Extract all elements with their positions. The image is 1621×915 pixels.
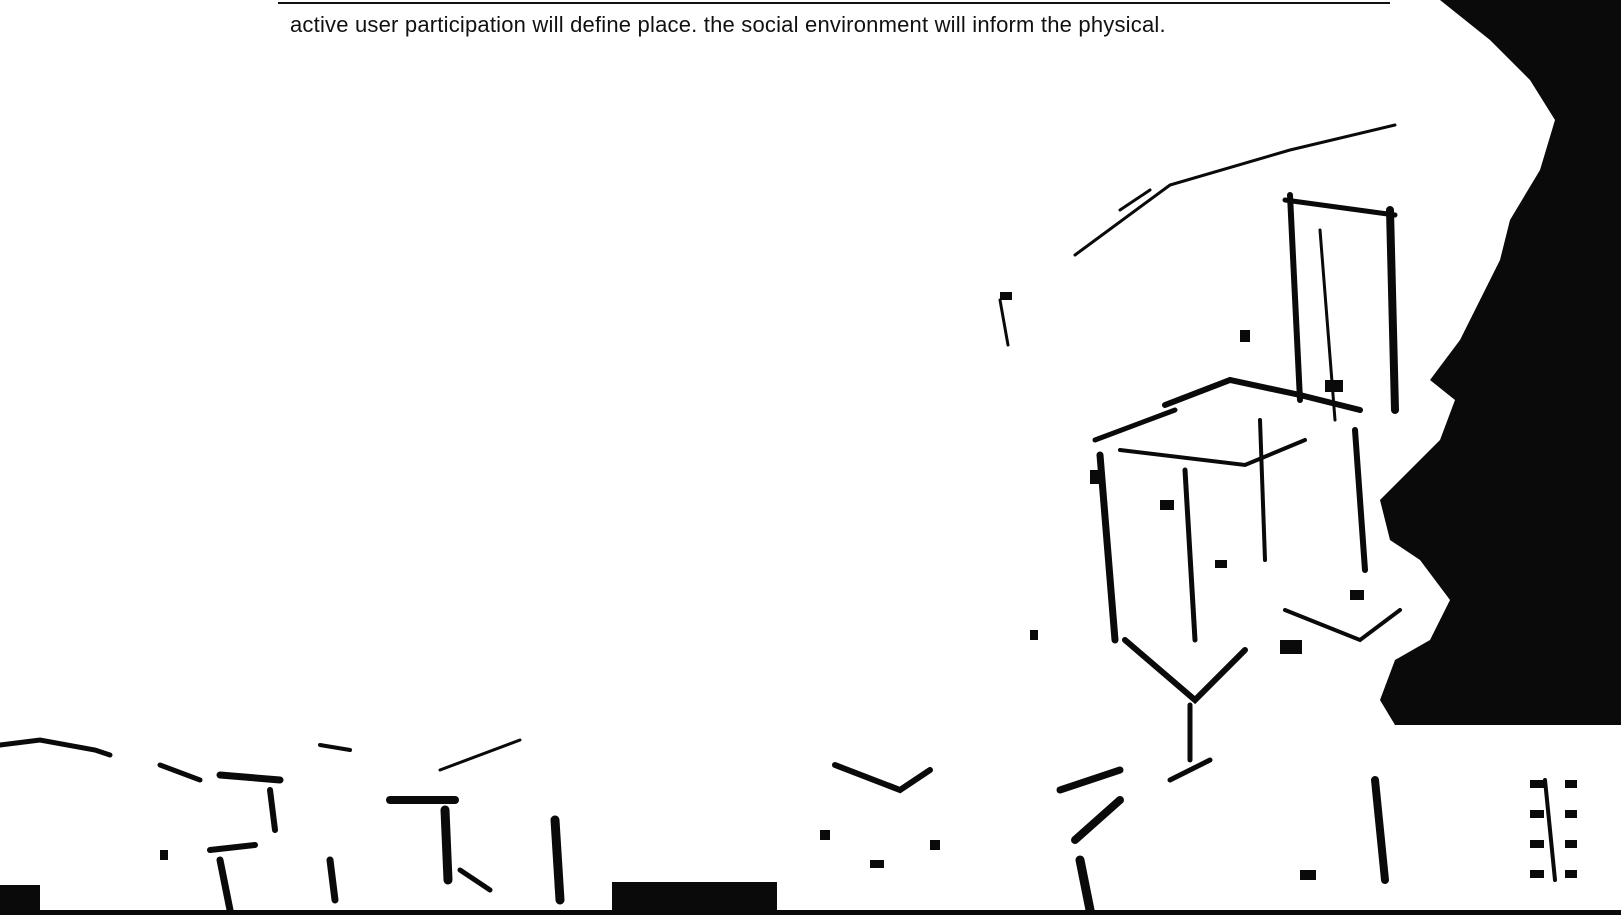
foreground-blocks — [0, 780, 1621, 915]
dark-background — [1380, 0, 1621, 725]
model-structure — [998, 123, 1402, 763]
speckle-noise — [1000, 292, 1410, 696]
foreground-street — [0, 737, 1557, 915]
caption-text: active user participation will define pl… — [290, 12, 1166, 37]
top-rule — [278, 2, 1390, 4]
